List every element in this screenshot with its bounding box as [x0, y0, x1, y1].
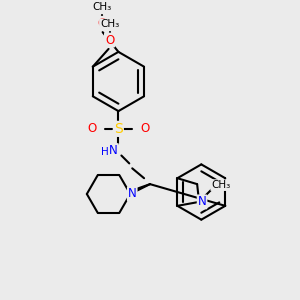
Text: N: N: [109, 144, 118, 157]
Text: O: O: [105, 34, 114, 46]
Text: CH₃: CH₃: [100, 19, 119, 29]
Text: O: O: [97, 17, 106, 30]
Text: CH₃: CH₃: [211, 180, 230, 190]
Text: S: S: [114, 122, 123, 136]
Text: N: N: [198, 195, 206, 208]
Text: H: H: [101, 147, 109, 157]
Text: O: O: [140, 122, 150, 135]
Text: O: O: [87, 122, 96, 135]
Text: CH₃: CH₃: [92, 2, 111, 13]
Text: N: N: [128, 188, 136, 200]
